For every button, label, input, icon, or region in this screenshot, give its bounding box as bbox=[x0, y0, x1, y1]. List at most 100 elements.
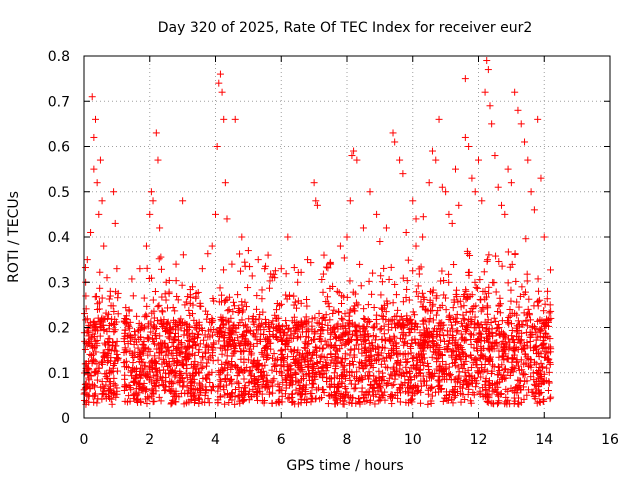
axis-ticks: 0 2 4 6 8 10 12 14 16 0 0.1 0.2 0.3 0.4 0.5 0.6 0.7 0.8 bbox=[48, 49, 619, 448]
data-point bbox=[461, 335, 469, 343]
data-point bbox=[477, 337, 485, 345]
data-point bbox=[523, 391, 531, 399]
data-point bbox=[478, 197, 486, 205]
data-point bbox=[133, 312, 141, 320]
data-point bbox=[334, 380, 342, 388]
data-point bbox=[273, 368, 281, 376]
data-point bbox=[507, 286, 515, 294]
data-point bbox=[245, 339, 253, 347]
data-point bbox=[339, 363, 347, 371]
data-point bbox=[250, 358, 258, 366]
data-point bbox=[260, 326, 268, 334]
data-point bbox=[179, 197, 187, 205]
data-point bbox=[298, 354, 306, 362]
data-point bbox=[192, 319, 200, 327]
data-point bbox=[524, 156, 532, 164]
data-point bbox=[220, 332, 228, 340]
data-point bbox=[448, 395, 456, 403]
data-point bbox=[109, 338, 117, 346]
data-point bbox=[455, 372, 463, 380]
data-point bbox=[427, 307, 435, 315]
x-tick-label: 0 bbox=[80, 432, 89, 448]
data-point bbox=[504, 248, 512, 256]
data-point bbox=[293, 334, 301, 342]
data-point bbox=[498, 317, 506, 325]
data-point bbox=[440, 276, 448, 284]
data-point bbox=[93, 336, 101, 344]
data-point bbox=[154, 368, 162, 376]
data-point bbox=[106, 366, 114, 374]
data-point bbox=[501, 346, 509, 354]
x-tick-label: 2 bbox=[145, 432, 154, 448]
data-point bbox=[546, 358, 554, 366]
data-point bbox=[190, 333, 198, 341]
data-point bbox=[293, 304, 301, 312]
data-point bbox=[104, 357, 112, 365]
data-point bbox=[421, 316, 429, 324]
data-point bbox=[387, 391, 395, 399]
data-point bbox=[139, 349, 147, 357]
data-point bbox=[95, 298, 103, 306]
data-point bbox=[472, 355, 480, 363]
data-point bbox=[220, 266, 228, 274]
data-point bbox=[471, 188, 479, 196]
data-point bbox=[324, 299, 332, 307]
data-point bbox=[224, 364, 232, 372]
data-point bbox=[352, 299, 360, 307]
data-point bbox=[265, 319, 273, 327]
data-point bbox=[225, 306, 233, 314]
data-point bbox=[468, 331, 476, 339]
data-point bbox=[364, 332, 372, 340]
data-point bbox=[462, 308, 470, 316]
data-point bbox=[472, 302, 480, 310]
data-point bbox=[425, 328, 433, 336]
data-point bbox=[440, 291, 448, 299]
data-point bbox=[473, 319, 481, 327]
data-point bbox=[521, 288, 529, 296]
data-point bbox=[532, 385, 540, 393]
data-point bbox=[260, 399, 268, 407]
data-point bbox=[369, 332, 377, 340]
data-point bbox=[375, 352, 383, 360]
data-point bbox=[245, 387, 253, 395]
data-point bbox=[309, 379, 317, 387]
data-point bbox=[359, 331, 367, 339]
data-point bbox=[378, 278, 386, 286]
data-point bbox=[96, 284, 104, 292]
data-point bbox=[377, 360, 385, 368]
data-point bbox=[395, 371, 403, 379]
data-point bbox=[82, 292, 90, 300]
data-point bbox=[259, 367, 267, 375]
data-point bbox=[278, 346, 286, 354]
data-point bbox=[483, 57, 491, 65]
data-point bbox=[230, 337, 238, 345]
data-point bbox=[243, 329, 251, 337]
data-point bbox=[96, 268, 104, 276]
data-point bbox=[282, 270, 290, 278]
data-point bbox=[143, 302, 151, 310]
data-point bbox=[125, 392, 133, 400]
data-point bbox=[287, 361, 295, 369]
data-point bbox=[491, 152, 499, 160]
data-point bbox=[238, 308, 246, 316]
data-point bbox=[316, 358, 324, 366]
data-point bbox=[464, 366, 472, 374]
data-point bbox=[130, 328, 138, 336]
data-point bbox=[303, 295, 311, 303]
data-point bbox=[407, 349, 415, 357]
data-point bbox=[547, 314, 555, 322]
data-point bbox=[149, 296, 157, 304]
data-point bbox=[516, 339, 524, 347]
data-point bbox=[462, 336, 470, 344]
data-point bbox=[213, 143, 221, 150]
data-point bbox=[452, 318, 460, 326]
data-point bbox=[359, 364, 367, 372]
data-point bbox=[327, 330, 335, 338]
data-point bbox=[208, 242, 216, 250]
data-point bbox=[215, 371, 223, 379]
data-point bbox=[98, 294, 106, 302]
data-point bbox=[515, 332, 523, 340]
data-point bbox=[152, 330, 160, 338]
data-point bbox=[397, 380, 405, 388]
data-point bbox=[269, 389, 277, 397]
